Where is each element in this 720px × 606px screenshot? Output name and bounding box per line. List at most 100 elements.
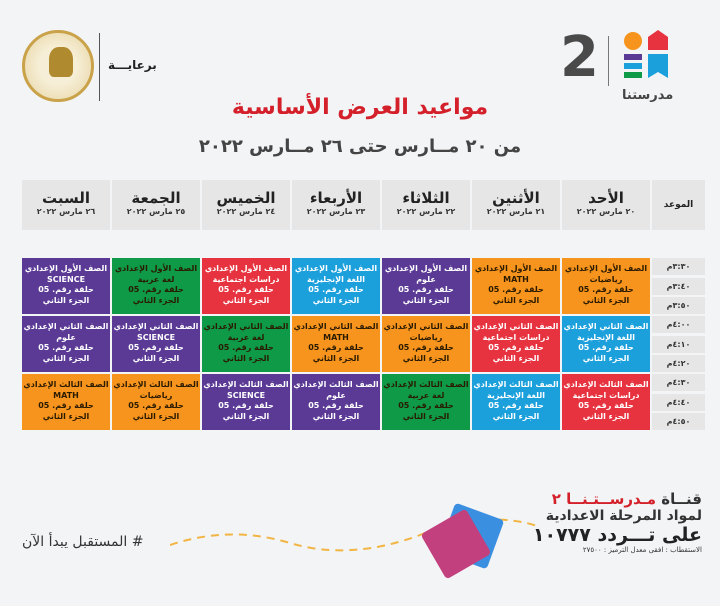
- part-label: الجزء الثاني: [132, 353, 180, 363]
- channel-frequency: على تـــردد ١٠٧٧٧: [532, 524, 702, 546]
- time-slot: ٤:٢٠م: [652, 355, 705, 372]
- grade-label: الصف الأول الإعدادي: [204, 264, 288, 273]
- part-label: الجزء الثاني: [312, 353, 360, 363]
- channel-polarization: الاستقطاب : افقى معدل الترميز : ٢٧٥٠٠: [582, 546, 702, 554]
- time-slot: ٤:١٠م: [652, 335, 705, 353]
- subject-label: لغة عربية: [407, 390, 445, 400]
- part-label: الجزء الثاني: [402, 353, 450, 363]
- grade-label: الصف الثاني الإعدادي: [383, 322, 469, 331]
- episode-label: حلقة رقم. 05: [488, 401, 544, 410]
- ministry-of-education-logo: [22, 30, 94, 102]
- schedule-cell: الصف الثالث الإعدادي لغة عربية حلقة رقم.…: [382, 374, 470, 430]
- day-date: ٢٤ مارس ٢٠٢٢: [216, 207, 276, 216]
- schedule-cell: الصف الأول الإعدادي SCIENCE حلقة رقم. 05…: [22, 258, 110, 314]
- schedule-cell: الصف الثاني الإعدادي علوم حلقة رقم. 05 ا…: [22, 316, 110, 372]
- grade-label: الصف الأول الإعدادي: [114, 264, 198, 273]
- episode-label: حلقة رقم. 05: [128, 401, 184, 410]
- part-label: الجزء الثاني: [42, 411, 90, 421]
- sponsor-label: برعايـــة: [108, 58, 157, 72]
- grade-label: الصف الأول الإعدادي: [294, 264, 378, 273]
- grade-label: الصف الثاني الإعدادي: [113, 322, 199, 331]
- bookmark-icon: [648, 54, 668, 78]
- episode-label: حلقة رقم. 05: [578, 343, 634, 352]
- grade-label: الصف الثاني الإعدادي: [473, 322, 559, 331]
- grade-label: الصف الأول الإعدادي: [24, 264, 108, 273]
- day-name: الأربعاء: [309, 189, 363, 207]
- house-icon: [648, 30, 668, 50]
- schedule-cell: الصف الأول الإعدادي اللغة الإنجليزية حلق…: [292, 258, 380, 314]
- madrasetna-logo: 2 مدرستنا: [560, 28, 700, 108]
- grade-label: الصف الثالث الإعدادي: [473, 380, 559, 389]
- channel-name: مـدرســتـنــا ٢: [551, 490, 657, 508]
- part-label: الجزء الثاني: [132, 411, 180, 421]
- grade-label: الصف الثالث الإعدادي: [23, 380, 109, 389]
- subject-label: دراسات اجتماعية: [482, 332, 550, 342]
- subject-label: رياضيات: [589, 274, 623, 284]
- part-label: الجزء الثاني: [42, 295, 90, 305]
- grade-label: الصف الأول الإعدادي: [474, 264, 558, 273]
- subject-label: SCIENCE: [226, 390, 266, 400]
- day-header: الأربعاء ٢٣ مارس ٢٠٢٢: [292, 180, 380, 230]
- grade-label: الصف الأول الإعدادي: [564, 264, 648, 273]
- subject-label: MATH: [503, 274, 529, 284]
- circle-icon: [624, 32, 642, 50]
- divider: [99, 33, 100, 101]
- subject-label: علوم: [326, 390, 346, 400]
- episode-label: حلقة رقم. 05: [128, 343, 184, 352]
- day-header: الأثنين ٢١ مارس ٢٠٢٢: [472, 180, 560, 230]
- episode-label: حلقة رقم. 05: [398, 401, 454, 410]
- time-slot: ٤:٥٠م: [652, 413, 705, 430]
- subject-label: اللغة الإنجليزية: [307, 274, 365, 284]
- episode-label: حلقة رقم. 05: [398, 343, 454, 352]
- schedule-cell: الصف الأول الإعدادي دراسات اجتماعية حلقة…: [202, 258, 290, 314]
- subject-label: علوم: [56, 332, 76, 342]
- episode-label: حلقة رقم. 05: [38, 343, 94, 352]
- subject-label: رياضيات: [409, 332, 443, 342]
- day-name: الأحد: [588, 189, 624, 207]
- time-slot: ٤:٤٠م: [652, 393, 705, 411]
- part-label: الجزء الثاني: [222, 353, 270, 363]
- episode-label: حلقة رقم. 05: [308, 343, 364, 352]
- schedule-cell: الصف الثاني الإعدادي SCIENCE حلقة رقم. 0…: [112, 316, 200, 372]
- day-date: ٢١ مارس ٢٠٢٢: [486, 207, 546, 216]
- schedule-cell: الصف الثاني الإعدادي MATH حلقة رقم. 05 ا…: [292, 316, 380, 372]
- schedule-cell: الصف الثالث الإعدادي رياضيات حلقة رقم. 0…: [112, 374, 200, 430]
- day-name: الخميس: [216, 189, 276, 207]
- grade-label: الصف الثالث الإعدادي: [203, 380, 289, 389]
- channel-subjects: لمواد المرحلة الاعدادية: [545, 508, 702, 524]
- subject-label: لغة عربية: [137, 274, 175, 284]
- divider: [608, 36, 609, 86]
- part-label: الجزء الثاني: [582, 411, 630, 421]
- grade-label: الصف الثالث الإعدادي: [563, 380, 649, 389]
- episode-label: حلقة رقم. 05: [218, 285, 274, 294]
- time-slot: ٣:٥٠م: [652, 297, 705, 314]
- part-label: الجزء الثاني: [582, 295, 630, 305]
- subject-label: SCIENCE: [136, 332, 176, 342]
- bar-icon: [624, 54, 642, 60]
- subject-label: دراسات اجتماعية: [572, 390, 640, 400]
- part-label: الجزء الثاني: [402, 411, 450, 421]
- schedule-cell: الصف الثالث الإعدادي دراسات اجتماعية حلق…: [562, 374, 650, 430]
- brand-name: مدرستنا: [622, 88, 674, 103]
- episode-label: حلقة رقم. 05: [128, 285, 184, 294]
- schedule-cell: الصف الأول الإعدادي MATH حلقة رقم. 05 ال…: [472, 258, 560, 314]
- day-date: ٢٦ مارس ٢٠٢٢: [36, 207, 96, 216]
- time-slot: ٣:٤٠م: [652, 277, 705, 295]
- day-name: الأثنين: [492, 189, 540, 207]
- part-label: الجزء الثاني: [222, 411, 270, 421]
- day-date: ٢٣ مارس ٢٠٢٢: [306, 207, 366, 216]
- subject-label: دراسات اجتماعية: [212, 274, 280, 284]
- grade-label: الصف الثالث الإعدادي: [383, 380, 469, 389]
- eagle-emblem-icon: [49, 47, 73, 77]
- schedule-cell: الصف الأول الإعدادي رياضيات حلقة رقم. 05…: [562, 258, 650, 314]
- part-label: الجزء الثاني: [42, 353, 90, 363]
- part-label: الجزء الثاني: [222, 295, 270, 305]
- part-label: الجزء الثاني: [492, 295, 540, 305]
- date-range: من ٢٠ مــارس حتى ٢٦ مــارس ٢٠٢٢: [198, 136, 522, 157]
- episode-label: حلقة رقم. 05: [308, 285, 364, 294]
- grade-label: الصف الثالث الإعدادي: [113, 380, 199, 389]
- part-label: الجزء الثاني: [492, 353, 540, 363]
- grade-label: الصف الثاني الإعدادي: [203, 322, 289, 331]
- part-label: الجزء الثاني: [312, 411, 360, 421]
- subject-label: اللغة الإنجليزية: [577, 332, 635, 342]
